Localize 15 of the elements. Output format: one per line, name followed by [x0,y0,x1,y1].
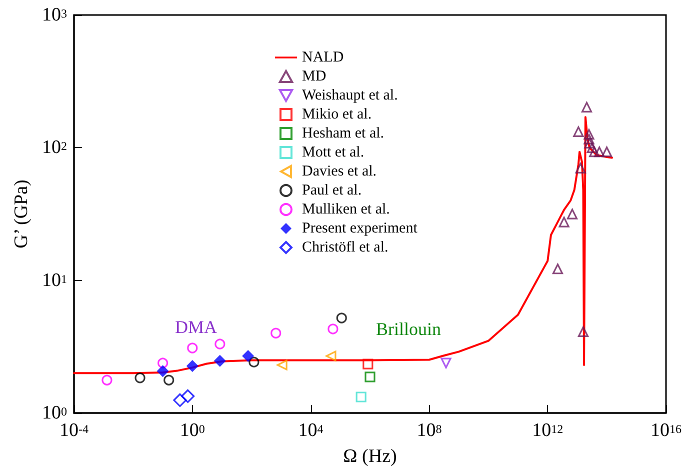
legend-label: MD [302,68,326,84]
legend-label: Mulliken et al. [302,202,390,218]
legend-label: Christöfl et al. [302,240,388,256]
annotation: Brillouin [376,319,442,339]
legend-label: Mott et al. [302,144,364,160]
x-axis-title: Ω (Hz) [343,446,397,467]
legend-label: Mikio et al. [302,106,372,122]
annotation: DMA [175,317,218,337]
y-axis-title: G’ (GPa) [11,180,32,248]
legend-label: Hesham et al. [302,126,384,142]
legend-label: Present experiment [302,220,418,236]
legend-label: Davies et al. [302,164,377,180]
legend-label: Paul et al. [302,182,362,198]
legend-label: Weishaupt et al. [302,88,398,104]
legend-label: NALD [302,50,344,66]
